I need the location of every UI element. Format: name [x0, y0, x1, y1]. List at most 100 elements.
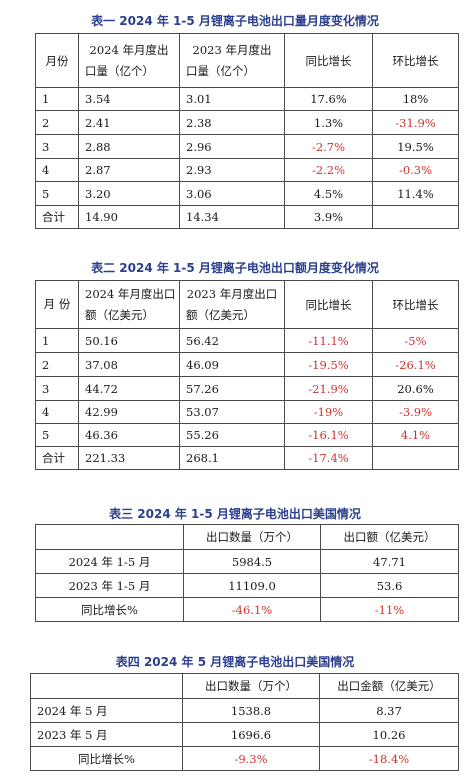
- cell-mom: -0.3%: [372, 158, 459, 182]
- cell-2023: 46.09: [179, 352, 285, 377]
- cell-mom: 20.6%: [372, 376, 459, 401]
- cell-qty: 1538.8: [182, 698, 320, 723]
- table-row: 2023 年 5 月 1696.6 10.26: [30, 722, 459, 747]
- cell-yoy: -16.1%: [284, 423, 373, 447]
- table-row: 2024 年 5 月 1538.8 8.37: [30, 698, 459, 723]
- table4-header-row: 出口数量（万个） 出口金额（亿美元）: [30, 673, 459, 699]
- table3-title: 表三 2024 年 1-5 月锂离子电池出口美国情况: [109, 507, 361, 521]
- cell-month: 5: [35, 423, 79, 447]
- table1-title: 表一 2024 年 1-5 月锂离子电池出口量月度变化情况: [91, 14, 379, 28]
- cell-mom: 4.1%: [372, 423, 459, 447]
- cell-label: 同比增长%: [30, 746, 183, 771]
- cell-label: 2023 年 5 月: [30, 722, 183, 747]
- cell-amt: 53.6: [320, 573, 459, 598]
- cell-label: 2024 年 5 月: [30, 698, 183, 723]
- cell-month: 2: [35, 110, 79, 135]
- header-2023: 2023 年月度出口 额（亿美元）: [179, 280, 285, 329]
- cell-yoy: -17.4%: [284, 446, 373, 470]
- cell-2023: 3.01: [179, 87, 285, 111]
- cell-2023: 56.42: [179, 328, 285, 353]
- header-month: 月 份: [35, 280, 79, 329]
- table-row: 2 2.41 2.38 1.3% -31.9%: [35, 110, 459, 135]
- cell-yoy: 3.9%: [284, 205, 373, 229]
- cell-mom: [372, 446, 459, 470]
- cell-2023: 2.96: [179, 134, 285, 159]
- cell-2023: 3.06: [179, 181, 285, 206]
- cell-month: 2: [35, 352, 79, 377]
- table-row: 3 44.72 57.26 -21.9% 20.6%: [35, 376, 459, 401]
- cell-qty: -9.3%: [182, 746, 320, 771]
- table-row: 同比增长% -9.3% -18.4%: [30, 746, 459, 771]
- cell-2024: 221.33: [78, 446, 180, 470]
- cell-2024: 50.16: [78, 328, 180, 353]
- cell-month: 5: [35, 181, 79, 206]
- table-row: 4 2.87 2.93 -2.2% -0.3%: [35, 158, 459, 182]
- header-2023: 2023 年月度出 口量（亿个）: [179, 33, 285, 88]
- table4-title: 表四 2024 年 5 月锂离子电池出口美国情况: [115, 655, 355, 669]
- table1: 月份 2024 年月度出 口量（亿个） 2023 年月度出 口量（亿个） 同比增长 …: [35, 33, 459, 229]
- header-month: 月份: [35, 33, 79, 88]
- table-row: 2023 年 1-5 月 11109.0 53.6: [35, 573, 459, 598]
- cell-mom: -5%: [372, 328, 459, 353]
- table-row: 1 50.16 56.42 -11.1% -5%: [35, 328, 459, 353]
- table-row: 3 2.88 2.96 -2.7% 19.5%: [35, 134, 459, 159]
- header-mom: 环比增长: [372, 280, 459, 329]
- cell-yoy: -19.5%: [284, 352, 373, 377]
- cell-2023: 53.07: [179, 400, 285, 424]
- table-row: 2024 年 1-5 月 5984.5 47.71: [35, 549, 459, 574]
- cell-2023: 55.26: [179, 423, 285, 447]
- cell-amt: 10.26: [319, 722, 459, 747]
- cell-2024: 3.20: [78, 181, 180, 206]
- cell-mom: [372, 205, 459, 229]
- header-qty: 出口数量（万个）: [182, 673, 320, 699]
- cell-yoy: 1.3%: [284, 110, 373, 135]
- header-amt: 出口额（亿美元）: [320, 524, 459, 550]
- cell-label: 同比增长%: [35, 597, 184, 622]
- table3-header-row: 出口数量（万个） 出口额（亿美元）: [35, 524, 459, 550]
- cell-2024: 2.41: [78, 110, 180, 135]
- cell-2024: 37.08: [78, 352, 180, 377]
- cell-qty: 5984.5: [183, 549, 321, 574]
- table4: 出口数量（万个） 出口金额（亿美元） 2024 年 5 月 1538.8 8.3…: [30, 673, 459, 771]
- cell-month: 1: [35, 87, 79, 111]
- cell-qty: 1696.6: [182, 722, 320, 747]
- cell-month: 合计: [35, 205, 79, 229]
- cell-mom: -31.9%: [372, 110, 459, 135]
- cell-mom: 18%: [372, 87, 459, 111]
- cell-2023: 2.38: [179, 110, 285, 135]
- table2-title: 表二 2024 年 1-5 月锂离子电池出口额月度变化情况: [91, 261, 379, 275]
- table-row: 同比增长% -46.1% -11%: [35, 597, 459, 622]
- cell-2024: 2.87: [78, 158, 180, 182]
- table2: 月 份 2024 年月度出口 额（亿美元） 2023 年月度出口 额（亿美元） 同比…: [35, 280, 459, 470]
- header-mom: 环比增长: [372, 33, 459, 88]
- cell-label: 2023 年 1-5 月: [35, 573, 184, 598]
- header-blank: [35, 524, 184, 550]
- cell-yoy: -21.9%: [284, 376, 373, 401]
- cell-yoy: 4.5%: [284, 181, 373, 206]
- header-yoy: 同比增长: [284, 33, 373, 88]
- cell-2023: 14.34: [179, 205, 285, 229]
- cell-mom: -26.1%: [372, 352, 459, 377]
- header-blank: [30, 673, 183, 699]
- cell-yoy: -2.2%: [284, 158, 373, 182]
- cell-qty: 11109.0: [183, 573, 321, 598]
- cell-mom: 11.4%: [372, 181, 459, 206]
- table-row: 5 3.20 3.06 4.5% 11.4%: [35, 181, 459, 206]
- cell-amt: 8.37: [319, 698, 459, 723]
- cell-yoy: -11.1%: [284, 328, 373, 353]
- cell-yoy: 17.6%: [284, 87, 373, 111]
- cell-2023: 57.26: [179, 376, 285, 401]
- header-amt: 出口金额（亿美元）: [319, 673, 459, 699]
- table-row-total: 合计 14.90 14.34 3.9%: [35, 205, 459, 229]
- cell-amt: -11%: [320, 597, 459, 622]
- cell-mom: -3.9%: [372, 400, 459, 424]
- cell-amt: -18.4%: [319, 746, 459, 771]
- cell-amt: 47.71: [320, 549, 459, 574]
- cell-month: 3: [35, 376, 79, 401]
- table1-header-row: 月份 2024 年月度出 口量（亿个） 2023 年月度出 口量（亿个） 同比增长 …: [35, 33, 459, 88]
- cell-2023: 268.1: [179, 446, 285, 470]
- header-qty: 出口数量（万个）: [183, 524, 321, 550]
- cell-2024: 46.36: [78, 423, 180, 447]
- cell-2024: 14.90: [78, 205, 180, 229]
